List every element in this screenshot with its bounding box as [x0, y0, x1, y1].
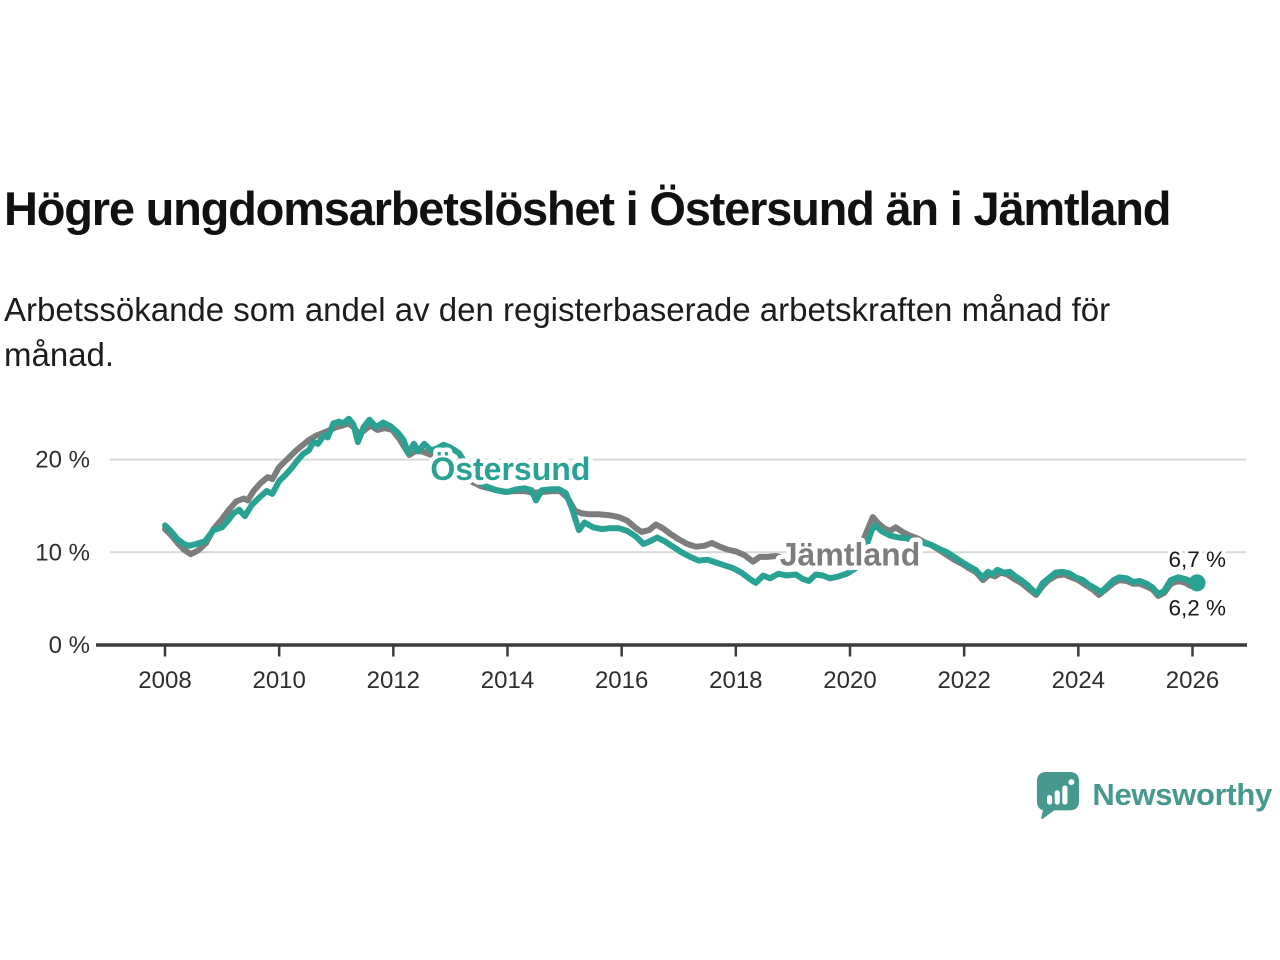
- newsworthy-logo-icon: [1037, 772, 1080, 820]
- end-value-label: 6,2 %: [1169, 596, 1227, 621]
- x-tick-label: 2014: [481, 667, 534, 694]
- subtitle-line-1: Arbetssökande som andel av den registerb…: [4, 291, 1111, 328]
- y-tick-label: 10 %: [35, 539, 90, 566]
- newsworthy-logo: Newsworthy: [1035, 770, 1272, 820]
- series-end-dot: [1188, 574, 1206, 592]
- x-tick-label: 2020: [823, 667, 876, 694]
- series-label-jmtland: Jämtland: [780, 536, 920, 572]
- y-tick-label: 0 %: [49, 632, 90, 659]
- subtitle-line-2: månad.: [4, 336, 115, 373]
- x-tick-label: 2022: [937, 667, 990, 694]
- newsworthy-logo-text: Newsworthy: [1092, 777, 1272, 812]
- series-line-stersund: [162, 415, 1201, 597]
- x-tick-label: 2012: [367, 667, 420, 694]
- page-subtitle: Arbetssökande som andel av den registerb…: [4, 287, 1254, 377]
- series-label-stersund: Östersund: [430, 451, 590, 487]
- x-tick-label: 2008: [138, 667, 191, 694]
- series-line-jmtland: [162, 420, 1201, 599]
- x-tick-label: 2018: [709, 667, 762, 694]
- x-tick-label: 2024: [1052, 667, 1105, 694]
- x-tick-label: 2016: [595, 667, 648, 694]
- x-tick-label: 2026: [1166, 667, 1219, 694]
- end-value-label: 6,7 %: [1169, 547, 1227, 572]
- page-title: Högre ungdomsarbetslöshet i Östersund än…: [4, 182, 1171, 236]
- y-tick-label: 20 %: [35, 447, 90, 474]
- x-tick-label: 2010: [252, 667, 305, 694]
